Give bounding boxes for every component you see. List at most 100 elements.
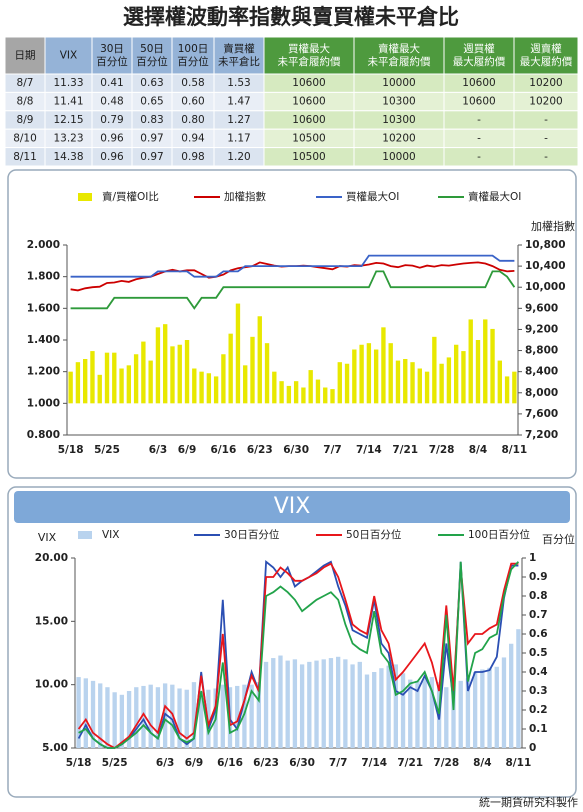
cell-text: 0.63 xyxy=(140,77,163,89)
legend-label: 賣權最大OI xyxy=(468,190,521,203)
cell-text: 11.41 xyxy=(53,96,83,108)
legend-label: 100日百分位 xyxy=(468,528,531,541)
y2-tick-label: 10,800 xyxy=(525,239,566,251)
bar xyxy=(379,668,384,748)
y2-tick-label: 0.9 xyxy=(529,571,548,583)
bar xyxy=(133,354,139,404)
x-tick-label: 5/18 xyxy=(58,444,84,456)
bar xyxy=(408,679,413,748)
cell-text: 0.96 xyxy=(100,132,124,144)
bar xyxy=(487,667,492,748)
cell-text: 0.96 xyxy=(100,151,124,163)
legend-label: 買權最大OI xyxy=(346,190,399,203)
y-tick-label: 1.800 xyxy=(27,271,60,283)
header-cell xyxy=(44,36,93,75)
bar xyxy=(465,678,471,748)
x-tick-label: 8/4 xyxy=(469,444,487,456)
header-text: 100日 xyxy=(178,43,209,55)
x-tick-label: 7/28 xyxy=(433,757,459,769)
cell-text: 0.65 xyxy=(140,96,163,108)
bar xyxy=(126,691,132,748)
y-tick-label: 2.000 xyxy=(27,239,60,251)
bar xyxy=(90,351,95,404)
bar xyxy=(257,316,262,404)
cell-text: 0.58 xyxy=(181,77,204,89)
bar xyxy=(105,687,110,748)
bar xyxy=(76,677,81,748)
x-tick-label: 6/30 xyxy=(289,757,315,769)
legend-label: VIX xyxy=(102,529,119,541)
bar xyxy=(242,684,247,748)
bar xyxy=(352,349,357,404)
bar xyxy=(199,371,204,404)
bar xyxy=(504,376,510,404)
cell-text: 10600 xyxy=(292,114,325,126)
header-text: VIX xyxy=(60,50,77,62)
bar xyxy=(97,374,102,404)
header-text: 百分位 xyxy=(177,55,209,68)
bar xyxy=(191,682,197,748)
cell-text: 0.41 xyxy=(100,77,123,89)
bar xyxy=(192,368,197,404)
bar xyxy=(512,371,517,404)
bar xyxy=(235,303,241,404)
x-tick-label: 6/23 xyxy=(247,444,273,456)
x-tick-label: 6/16 xyxy=(217,757,243,769)
x-tick-label: 8/11 xyxy=(501,444,527,456)
bar xyxy=(292,659,298,748)
cell-text: 0.80 xyxy=(181,114,204,126)
bar xyxy=(112,352,117,404)
bar xyxy=(395,360,401,404)
cell-text: 10000 xyxy=(382,151,415,163)
bar xyxy=(422,678,427,748)
bar xyxy=(483,319,488,404)
bar xyxy=(104,352,110,404)
bar xyxy=(184,340,190,404)
bar xyxy=(446,357,452,404)
header-cell xyxy=(353,36,445,75)
cell-text: 0.83 xyxy=(140,114,163,126)
line xyxy=(78,561,520,749)
bar xyxy=(112,692,117,748)
cell-text: 8/10 xyxy=(13,132,37,144)
x-tick-label: 6/23 xyxy=(253,757,279,769)
bar xyxy=(468,319,473,404)
bar xyxy=(213,376,219,404)
cell-text: 1.27 xyxy=(227,114,250,126)
cell-text: 8/7 xyxy=(17,77,34,89)
x-tick-label: 6/30 xyxy=(283,444,309,456)
bar xyxy=(403,359,408,404)
cell-text: 1.17 xyxy=(227,132,250,144)
bar xyxy=(364,674,370,748)
bar xyxy=(119,694,125,748)
panel xyxy=(7,169,577,479)
y2-tick-label: 0.3 xyxy=(529,685,548,697)
bar xyxy=(285,660,290,748)
y2-tick-label: 0.8 xyxy=(529,590,548,602)
bar xyxy=(279,381,284,404)
cell-text: 1.47 xyxy=(227,96,250,108)
y-tick-label: 15.00 xyxy=(35,615,68,627)
y2-tick-label: 7,200 xyxy=(525,429,558,441)
bar xyxy=(272,371,277,404)
legend-label: 50日百分位 xyxy=(346,528,402,541)
x-tick-label: 8/11 xyxy=(506,757,532,769)
cell-text: 8/9 xyxy=(17,114,34,126)
x-tick-label: 6/16 xyxy=(211,444,237,456)
footer: 統一期貨研究科製作 xyxy=(479,795,578,809)
x-tick-label: 8/4 xyxy=(473,757,491,769)
bar xyxy=(458,680,463,748)
cell-text: - xyxy=(477,151,481,163)
bar xyxy=(206,373,212,404)
cell-text: 14.38 xyxy=(53,151,83,163)
legend-swatch xyxy=(78,531,92,539)
chart-title: VIX xyxy=(274,494,311,519)
cell-text: 0.48 xyxy=(100,96,123,108)
bar xyxy=(119,368,124,404)
y2-axis-label: 百分位 xyxy=(542,532,575,546)
cell-text: - xyxy=(544,151,548,163)
bar xyxy=(417,368,422,404)
y2-tick-label: 1 xyxy=(529,552,536,564)
cell-text: 12.15 xyxy=(53,114,83,126)
